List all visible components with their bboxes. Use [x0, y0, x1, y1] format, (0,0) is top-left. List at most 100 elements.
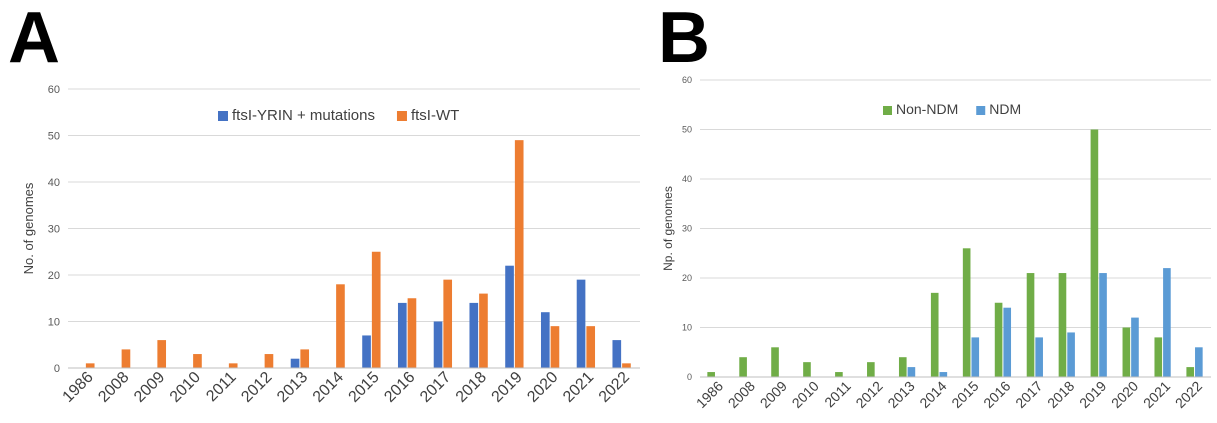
chart-b-bar-non-ndm-2015 — [962, 248, 971, 377]
chart-b-y-tick-label: 30 — [682, 224, 692, 234]
chart-a-bar-ftsi-wt-2011 — [228, 363, 238, 368]
chart-b-bar-ndm-2021 — [1163, 268, 1171, 377]
chart-b-x-tick-label: 2015 — [948, 378, 981, 411]
chart-b-x-tick-label: 2017 — [1012, 378, 1045, 411]
chart-a-x-tick-label: 2018 — [453, 369, 490, 406]
chart-a-x-tick-label: 2015 — [346, 369, 383, 406]
chart-a-bar-ftsi-wt-2013 — [300, 349, 310, 368]
chart-a-bar-ftsi-wt-2012 — [264, 354, 274, 368]
chart-a-bar-ftsi-wt-2022 — [622, 363, 631, 368]
chart-a-legend-swatch — [396, 111, 407, 121]
chart-b-bar-non-ndm-2018 — [1058, 273, 1067, 377]
chart-b-x-tick-label: 2013 — [884, 378, 917, 411]
chart-a-y-tick-label: 60 — [48, 84, 60, 96]
chart-b-x-tick-label: 2019 — [1076, 378, 1109, 411]
chart-b-bar-non-ndm-2008 — [739, 357, 747, 377]
chart-a-x-tick-label: 2021 — [560, 369, 597, 406]
chart-a-bar-ftsi-wt-2010 — [193, 354, 202, 368]
chart-a-x-tick-label: 2013 — [274, 369, 311, 406]
chart-a-x-tick-label: 2011 — [203, 369, 239, 405]
chart-b-bar-non-ndm-2011 — [835, 372, 843, 377]
panel-label-a: A — [8, 0, 60, 78]
chart-b-legend-label: NDM — [989, 101, 1021, 117]
chart-a-bar-ftsi-wt-2017 — [443, 279, 453, 368]
panel-label-b: B — [658, 0, 710, 78]
chart-b-x-tick-label: 2012 — [852, 378, 885, 411]
chart-a-y-tick-label: 10 — [48, 316, 60, 328]
chart-b-legend-item: NDM — [976, 101, 1021, 117]
chart-b-x-tick-label: 2020 — [1108, 378, 1141, 411]
chart-b-x-tick-label: 2016 — [980, 378, 1013, 411]
chart-b-bar-non-ndm-2009 — [771, 347, 779, 377]
chart-b-x-tick-label: 2011 — [821, 378, 854, 411]
chart-a-x-tick-label: 2009 — [131, 369, 168, 406]
chart-a-legend-label: ftsI-YRIN + mutations — [232, 107, 375, 124]
chart-b-bar-ndm-2016 — [1003, 307, 1012, 377]
chart-b-x-tick-label: 2014 — [916, 378, 949, 411]
chart-b-bar-ndm-2022 — [1195, 347, 1203, 377]
chart-b-bar-ndm-2017 — [1035, 337, 1043, 377]
chart-a-legend-item: ftsI-WT — [396, 107, 459, 124]
chart-panel-b: B 0 10 20 30 40 50 60 Np. of genomes 1986 2008 200… — [650, 0, 1217, 423]
chart-a-bar-ftsi-wt-2021 — [586, 326, 596, 368]
chart-b-x-tick-label: 1986 — [693, 378, 726, 411]
chart-a-x-tick-label: 2010 — [167, 369, 204, 406]
chart-a-y-tick-label: 40 — [48, 177, 60, 189]
chart-a-y-axis-title: No. of genomes — [21, 182, 36, 274]
chart-b-y-tick-label: 50 — [682, 125, 692, 135]
chart-b-bar-non-ndm-2014 — [930, 292, 939, 377]
chart-b-legend-swatch — [883, 106, 892, 115]
chart-b-bar-non-ndm-2012 — [867, 362, 875, 377]
chart-b-y-tick-label: 20 — [682, 273, 692, 283]
chart-b-y-tick-label: 60 — [682, 75, 692, 85]
chart-a-x-tick-label: 2014 — [310, 369, 347, 406]
chart-a-bar-ftsi-wt-2020 — [550, 326, 560, 368]
chart-b-y-tick-label: 10 — [682, 323, 692, 333]
chart-a-y-tick-label: 50 — [48, 130, 60, 142]
chart-a-bar-ftsi-wt-2009 — [157, 340, 167, 368]
chart-a-x-tick-label: 1986 — [60, 369, 97, 406]
chart-a-bar-ftsi-wt-2015 — [371, 251, 381, 368]
chart-b-bar-ndm-2019 — [1099, 273, 1107, 377]
chart-a-bar-ftsi-wt-2008 — [121, 349, 131, 368]
chart-a-y-tick-label: 20 — [48, 270, 60, 282]
chart-a-bar-ftsi-wt-1986 — [85, 363, 95, 368]
chart-b-x-tick-label: 2022 — [1172, 378, 1205, 411]
chart-a-bar-ftsi-yrin-mutations-2017 — [433, 321, 443, 368]
chart-a-x-tick-label: 2017 — [417, 369, 454, 406]
chart-a-bar-ftsi-yrin-mutations-2015 — [362, 335, 371, 368]
chart-b-bar-ndm-2015 — [971, 337, 980, 377]
chart-b-bar-non-ndm-2013 — [898, 357, 907, 377]
chart-a-bar-ftsi-wt-2016 — [407, 298, 417, 368]
chart-a-bar-ftsi-yrin-mutations-2022 — [612, 340, 622, 368]
chart-panel-a: A 0 10 20 30 40 50 60 No. of genomes 1986 2008 200… — [8, 0, 640, 406]
chart-b-bar-ndm-2018 — [1067, 332, 1075, 377]
chart-a-y-tick-label: 30 — [48, 223, 60, 235]
chart-a-x-tick-label: 2019 — [489, 369, 526, 406]
chart-b-x-tick-label: 2009 — [757, 378, 790, 411]
chart-a-legend-label: ftsI-WT — [411, 107, 459, 124]
chart-b-bar-ndm-2020 — [1131, 317, 1139, 377]
chart-a-bar-ftsi-wt-2014 — [336, 284, 345, 368]
chart-b-bar-ndm-2013 — [907, 367, 916, 377]
chart-b-bar-non-ndm-2022 — [1186, 367, 1195, 377]
chart-b-bar-non-ndm-1986 — [707, 372, 715, 377]
chart-b-bar-non-ndm-2020 — [1122, 327, 1131, 377]
chart-b-x-tick-label: 2010 — [789, 378, 822, 411]
chart-a-legend-item: ftsI-YRIN + mutations — [218, 107, 375, 124]
chart-b-bar-non-ndm-2010 — [803, 362, 811, 377]
chart-a-x-tick-label: 2016 — [381, 369, 418, 406]
chart-b-x-tick-label: 2018 — [1044, 378, 1077, 411]
chart-b-x-tick-label: 2021 — [1140, 378, 1173, 411]
chart-a-bar-ftsi-yrin-mutations-2021 — [576, 279, 586, 368]
chart-a-x-tick-label: 2020 — [524, 369, 561, 406]
chart-b-x-tick-label: 2008 — [725, 378, 758, 411]
chart-b-y-tick-label: 40 — [682, 174, 692, 184]
chart-a-bar-ftsi-yrin-mutations-2018 — [469, 302, 479, 368]
chart-b-legend-item: Non-NDM — [883, 101, 958, 117]
chart-b-bar-non-ndm-2019 — [1090, 129, 1099, 377]
chart-b-bar-non-ndm-2016 — [994, 302, 1003, 377]
chart-a-x-tick-label: 2008 — [95, 369, 132, 406]
